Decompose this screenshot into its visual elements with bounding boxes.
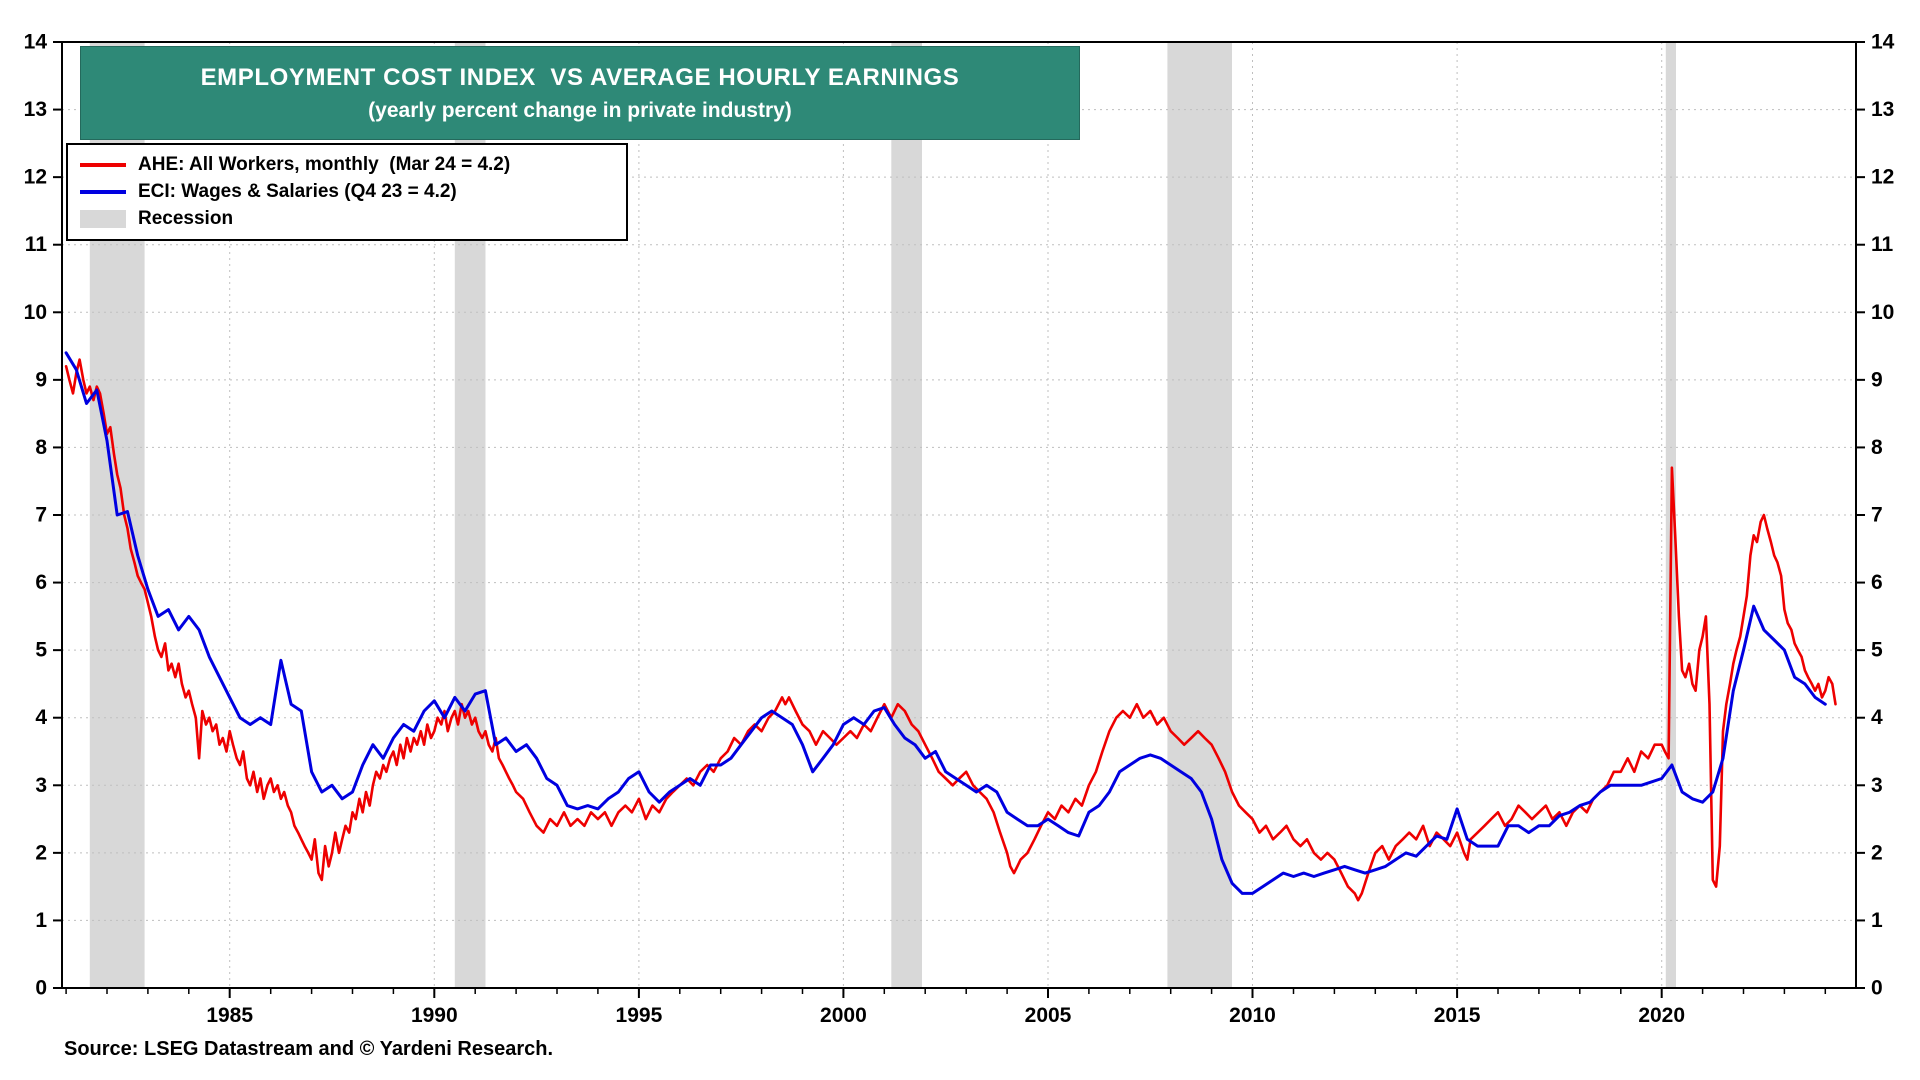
y-axis-label-left: 13 [24, 98, 47, 121]
y-axis-label-right: 1 [1871, 909, 1883, 932]
recession-band-swatch [80, 210, 126, 228]
x-axis-label: 2010 [1229, 1004, 1276, 1027]
legend: AHE: All Workers, monthly (Mar 24 = 4.2)… [66, 143, 628, 241]
y-axis-label-left: 6 [35, 571, 47, 594]
x-axis-label: 2015 [1434, 1004, 1481, 1027]
y-axis-label-right: 5 [1871, 639, 1883, 662]
legend-label-eci: ECI: Wages & Salaries (Q4 23 = 4.2) [138, 181, 457, 202]
y-axis-label-right: 13 [1871, 98, 1894, 121]
y-axis-label-right: 3 [1871, 774, 1883, 797]
y-axis-label-right: 7 [1871, 504, 1883, 527]
legend-label-recession: Recession [138, 208, 234, 229]
y-axis-label-right: 8 [1871, 436, 1883, 459]
y-axis-label-right: 2 [1871, 841, 1883, 864]
source-note: Source: LSEG Datastream and © Yardeni Re… [64, 1038, 554, 1060]
y-axis-label-left: 1 [35, 909, 47, 932]
y-axis-label-left: 4 [35, 706, 47, 729]
legend-label-ahe: AHE: All Workers, monthly (Mar 24 = 4.2) [138, 154, 511, 175]
y-axis-label-right: 11 [1871, 233, 1894, 256]
y-axis-label-left: 9 [35, 368, 47, 391]
ahe-line-swatch [80, 163, 126, 167]
y-axis-label-right: 10 [1871, 301, 1894, 324]
y-axis-label-right: 4 [1871, 706, 1883, 729]
x-axis-label: 1990 [411, 1004, 458, 1027]
recession-band [891, 42, 922, 988]
x-axis-label: 2020 [1638, 1004, 1685, 1027]
y-axis-label-left: 14 [24, 31, 48, 54]
y-axis-label-left: 2 [35, 841, 47, 864]
y-axis-label-left: 8 [35, 436, 47, 459]
y-axis-label-right: 12 [1871, 166, 1894, 189]
chart-subtitle: (yearly percent change in private indust… [368, 98, 792, 122]
y-axis-label-right: 0 [1871, 977, 1883, 1000]
recession-band [1167, 42, 1232, 988]
eci-line [64, 351, 1827, 895]
y-axis-label-right: 9 [1871, 368, 1883, 391]
ahe-line [64, 358, 1837, 902]
y-axis-label-left: 12 [24, 166, 47, 189]
y-axis-label-left: 5 [35, 639, 47, 662]
y-axis-label-left: 7 [35, 504, 47, 527]
legend-item-eci: ECI: Wages & Salaries (Q4 23 = 4.2) [80, 181, 614, 203]
x-axis-label: 1995 [616, 1004, 663, 1027]
chart-title-box: EMPLOYMENT COST INDEX VS AVERAGE HOURLY … [80, 46, 1080, 140]
y-axis-label-left: 3 [35, 774, 47, 797]
x-axis-label: 1985 [206, 1004, 253, 1027]
eci-line-swatch [80, 190, 126, 194]
legend-item-recession: Recession [80, 208, 614, 230]
y-axis-label-right: 14 [1871, 31, 1895, 54]
y-axis-label-left: 0 [35, 977, 47, 1000]
y-axis-label-left: 11 [25, 233, 48, 256]
legend-item-ahe: AHE: All Workers, monthly (Mar 24 = 4.2) [80, 154, 614, 176]
chart-title: EMPLOYMENT COST INDEX VS AVERAGE HOURLY … [200, 63, 960, 91]
x-axis-label: 2005 [1025, 1004, 1072, 1027]
x-axis-label: 2000 [820, 1004, 867, 1027]
y-axis-label-left: 10 [24, 301, 47, 324]
y-axis-label-right: 6 [1871, 571, 1883, 594]
